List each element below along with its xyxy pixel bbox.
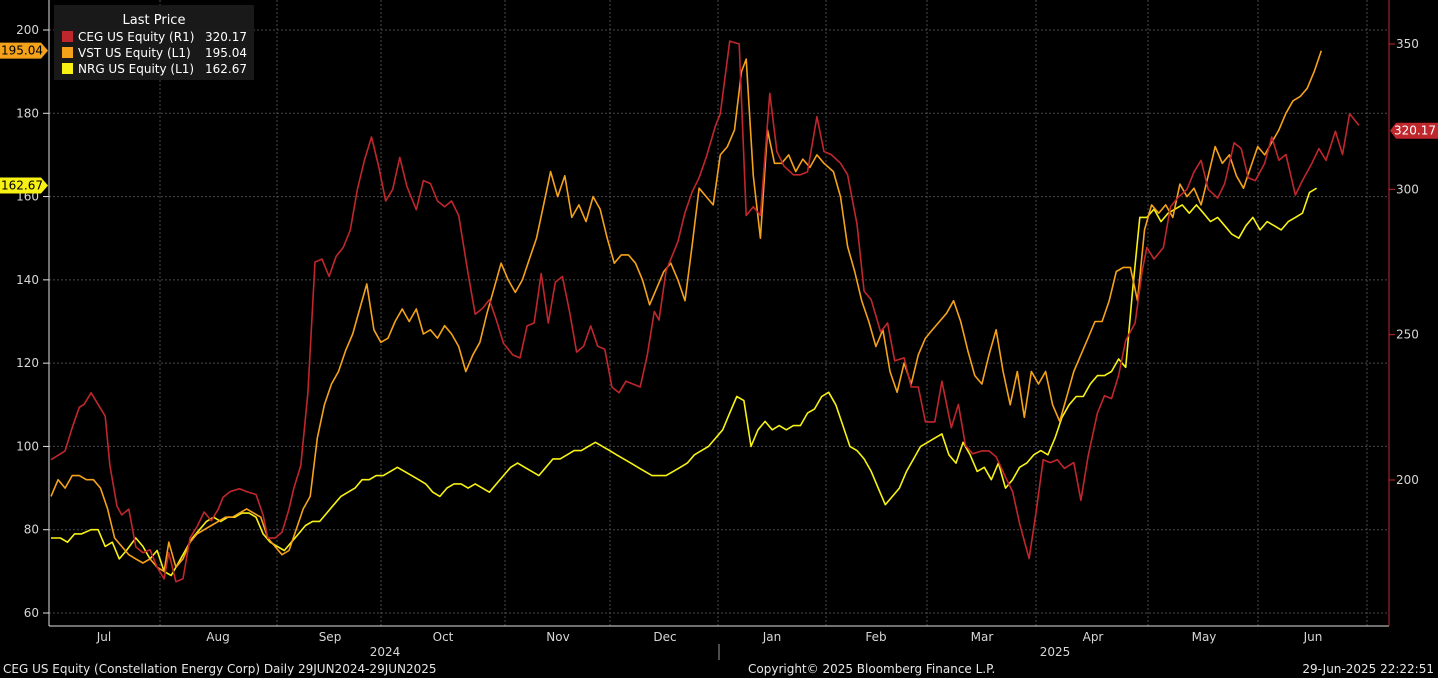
legend-swatch (62, 63, 73, 74)
legend-label: NRG US Equity (L1) (78, 62, 194, 76)
month-label: Jun (1303, 630, 1323, 644)
last-price-tag (0, 42, 48, 59)
month-label: Mar (971, 630, 994, 644)
year-label: 2024 (370, 645, 401, 659)
left-tick-label: 60 (24, 606, 39, 620)
legend-value: 320.17 (205, 30, 247, 44)
series-line-vst (50, 50, 1323, 573)
year-label: 2025 (1040, 645, 1071, 659)
right-tick-label: 200 (1396, 473, 1419, 487)
right-tick-label: 350 (1396, 37, 1419, 51)
left-tick-label: 140 (16, 273, 39, 287)
footer-copyright: Copyright© 2025 Bloomberg Finance L.P. (748, 662, 996, 676)
left-tick-label: 180 (16, 106, 39, 120)
month-label: Jul (96, 630, 111, 644)
month-label: Nov (546, 630, 569, 644)
right-tick-label: 300 (1396, 182, 1419, 196)
legend-swatch (62, 47, 73, 58)
last-price-tag-label: 320.17 (1394, 124, 1436, 138)
month-label: Feb (865, 630, 886, 644)
series-line-ceg (50, 40, 1360, 583)
month-label: May (1192, 630, 1217, 644)
month-label: Sep (319, 630, 342, 644)
month-label: Apr (1083, 630, 1104, 644)
footer-timestamp: 29-Jun-2025 22:22:51 (1302, 662, 1434, 676)
legend-label: VST US Equity (L1) (78, 46, 191, 60)
month-label: Aug (206, 630, 229, 644)
legend-swatch (62, 31, 73, 42)
last-price-tag (1390, 122, 1438, 139)
last-price-tag-label: 162.67 (1, 178, 43, 192)
legend-label: CEG US Equity (R1) (78, 30, 194, 44)
legend-title: Last Price (123, 13, 186, 28)
month-label: Jan (762, 630, 782, 644)
legend-value: 162.67 (205, 62, 247, 76)
legend-box (54, 5, 254, 80)
legend-value: 195.04 (205, 46, 247, 60)
last-price-tag (0, 177, 48, 194)
left-tick-label: 120 (16, 356, 39, 370)
last-price-tag-label: 195.04 (1, 44, 43, 58)
series-line-nrg (51, 187, 1318, 577)
right-tick-label: 250 (1396, 328, 1419, 342)
left-tick-label: 100 (16, 439, 39, 453)
left-tick-label: 200 (16, 23, 39, 37)
footer-security-info: CEG US Equity (Constellation Energy Corp… (3, 662, 437, 676)
month-label: Oct (433, 630, 454, 644)
month-label: Dec (653, 630, 676, 644)
left-tick-label: 80 (24, 523, 39, 537)
